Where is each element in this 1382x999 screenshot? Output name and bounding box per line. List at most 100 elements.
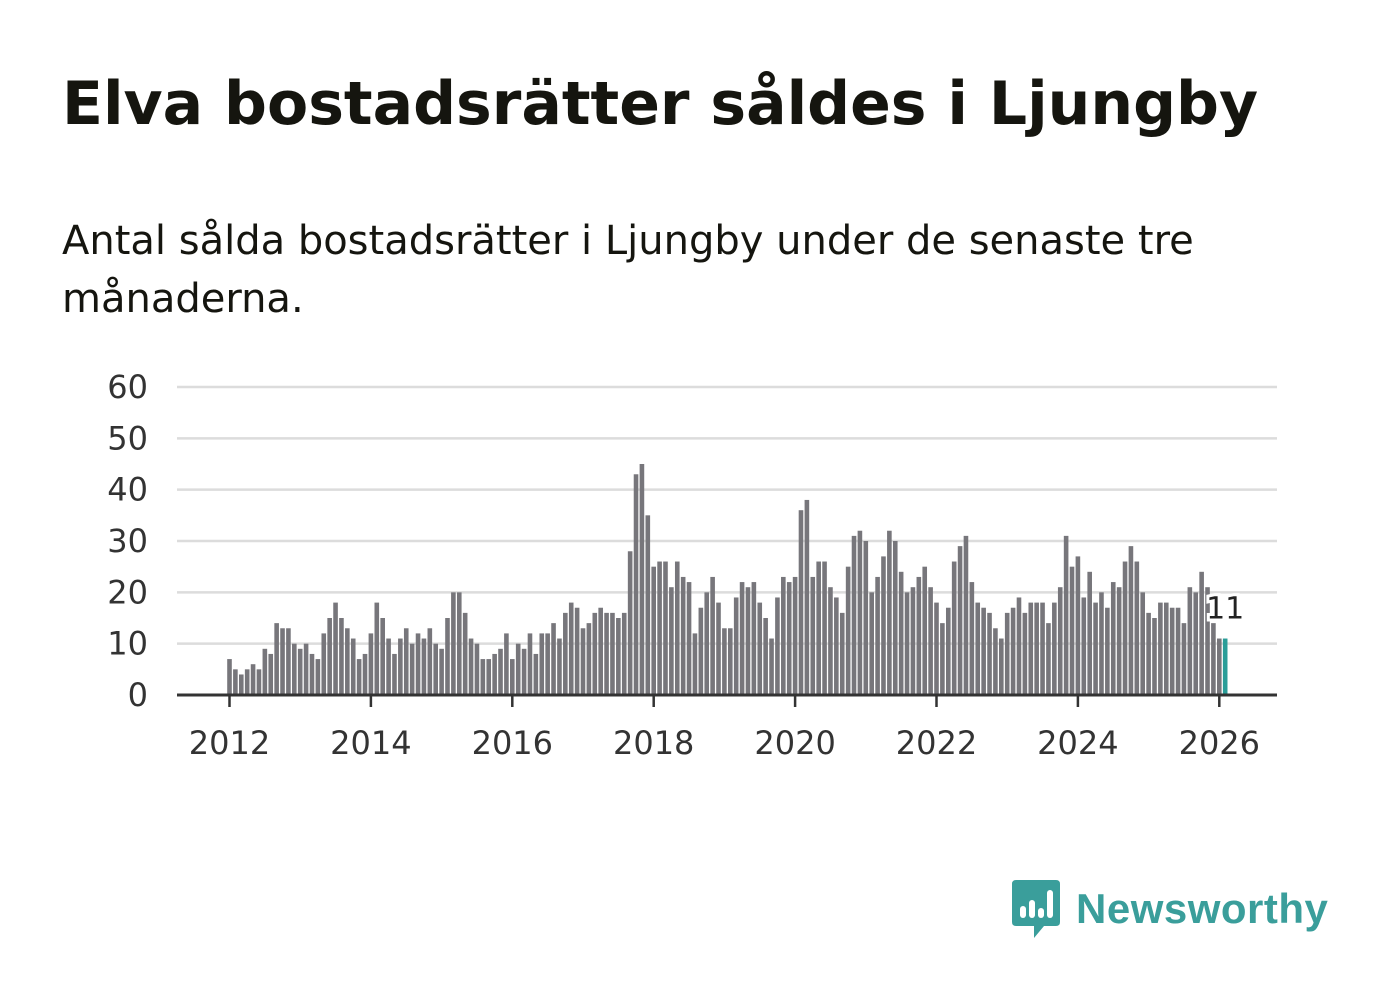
bar <box>1028 602 1034 695</box>
bar <box>492 653 497 695</box>
bar <box>386 638 391 695</box>
bar <box>904 592 910 695</box>
bar <box>798 510 804 695</box>
bar <box>663 561 668 695</box>
bar <box>568 602 574 695</box>
bar <box>698 607 704 695</box>
bar <box>645 515 651 695</box>
bar <box>745 587 751 695</box>
bar <box>280 628 285 695</box>
x-tick-label: 2012 <box>189 724 270 762</box>
y-tick-label: 50 <box>107 419 148 457</box>
bar <box>987 612 992 695</box>
bar <box>1193 592 1199 695</box>
bar <box>580 628 586 695</box>
bar <box>845 566 851 695</box>
bar <box>621 612 627 695</box>
x-tick-label: 2026 <box>1179 724 1260 762</box>
bar <box>716 602 721 695</box>
bar <box>1093 602 1098 695</box>
bar <box>510 659 515 695</box>
bar <box>999 638 1004 695</box>
bar <box>769 638 774 695</box>
bar <box>539 633 545 695</box>
last-value-label: 11 <box>1206 592 1244 627</box>
bar <box>633 474 639 695</box>
bar <box>792 576 798 695</box>
bar <box>674 561 680 695</box>
bar <box>462 612 468 695</box>
bar <box>610 612 615 695</box>
bar <box>1199 571 1204 695</box>
x-axis-ticks: 2012 2014 2016 2018 2020 2022 2024 2026 <box>189 695 1260 762</box>
y-tick-label: 40 <box>107 471 148 509</box>
bar <box>1140 592 1146 695</box>
bar <box>775 597 780 695</box>
x-tick-label: 2020 <box>754 724 835 762</box>
x-tick-label: 2014 <box>330 724 411 762</box>
bar <box>616 618 621 695</box>
bar <box>268 653 274 695</box>
bar <box>498 648 503 695</box>
bar <box>315 659 321 695</box>
bar <box>421 638 427 695</box>
bar <box>692 633 698 695</box>
bar <box>739 582 745 695</box>
bar <box>922 566 928 695</box>
bar <box>1022 612 1028 695</box>
bar <box>810 576 816 695</box>
newsworthy-logo: Newsworthy <box>1010 878 1328 940</box>
bar <box>350 638 356 695</box>
bar <box>321 633 327 695</box>
bar <box>398 638 403 695</box>
bar <box>710 576 715 695</box>
bar <box>1099 592 1104 695</box>
bar <box>1146 612 1151 695</box>
bar <box>545 633 550 695</box>
bar <box>551 623 556 695</box>
y-tick-label: 10 <box>107 625 148 663</box>
bar <box>945 607 951 695</box>
bar <box>993 628 998 695</box>
bar <box>834 597 839 695</box>
bar <box>480 659 486 695</box>
bar <box>851 535 857 695</box>
bar <box>333 602 338 695</box>
brand-name: Newsworthy <box>1076 885 1329 932</box>
bar <box>486 659 492 695</box>
bar <box>527 633 533 695</box>
bar <box>733 597 739 695</box>
bar <box>786 582 792 695</box>
bar <box>1152 618 1157 695</box>
bar <box>639 464 645 695</box>
bar <box>1187 587 1193 695</box>
bar <box>586 623 592 695</box>
bar <box>327 618 332 695</box>
bar <box>1052 602 1057 695</box>
bar <box>604 612 609 695</box>
bar <box>456 592 462 695</box>
bar <box>574 607 580 695</box>
x-tick-label: 2018 <box>613 724 694 762</box>
bar <box>445 618 450 695</box>
bar <box>297 648 303 695</box>
bar <box>869 592 874 695</box>
bar <box>1034 602 1039 695</box>
x-tick-label: 2024 <box>1037 724 1118 762</box>
bar <box>1134 561 1140 695</box>
bar <box>598 607 603 695</box>
bar <box>757 602 763 695</box>
bar <box>468 638 474 695</box>
bar <box>409 643 415 695</box>
bar <box>521 648 527 695</box>
bar <box>963 535 969 695</box>
bar <box>1075 556 1081 695</box>
bars <box>227 464 1228 695</box>
bar <box>657 561 662 695</box>
y-tick-label: 60 <box>107 368 148 406</box>
bar <box>345 628 350 695</box>
bar <box>781 576 786 695</box>
bar <box>427 628 433 695</box>
bar <box>981 607 986 695</box>
bar <box>374 602 380 695</box>
